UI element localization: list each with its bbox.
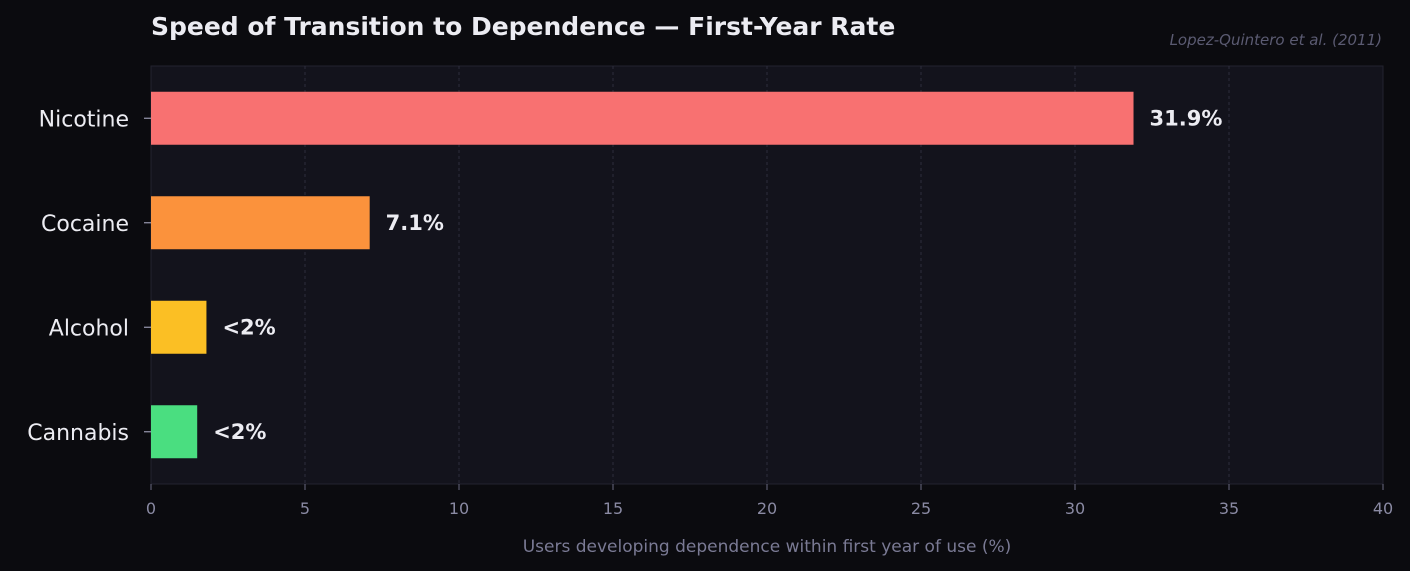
x-axis-title: Users developing dependence within first… (523, 537, 1012, 557)
category-label-nicotine: Nicotine (39, 107, 129, 132)
x-tick-label: 25 (911, 499, 931, 518)
source-citation: Lopez-Quintero et al. (2011) (1169, 31, 1382, 49)
bars: 31.9% 7.1% <2% <2% (151, 91, 1223, 459)
bar-nicotine (151, 91, 1134, 145)
value-label-cannabis: <2% (213, 420, 266, 444)
value-label-alcohol: <2% (222, 315, 275, 339)
category-label-cannabis: Cannabis (27, 421, 129, 446)
y-axis: Nicotine Cocaine Alcohol Cannabis (27, 107, 151, 446)
bar-cannabis (151, 405, 198, 459)
value-label-cocaine: 7.1% (386, 211, 444, 235)
x-tick-label: 0 (146, 499, 156, 518)
x-tick-label: 35 (1219, 499, 1239, 518)
bar-cocaine (151, 196, 370, 250)
bar-alcohol (151, 300, 207, 354)
category-label-alcohol: Alcohol (49, 316, 129, 341)
x-tick-label: 20 (757, 499, 777, 518)
value-label-nicotine: 31.9% (1150, 106, 1223, 130)
x-tick-label: 5 (300, 499, 310, 518)
chart-title: Speed of Transition to Dependence — Firs… (151, 12, 896, 41)
gridlines (304, 66, 1230, 484)
x-tick-label: 10 (449, 499, 469, 518)
x-tick-label: 15 (603, 499, 623, 518)
category-label-cocaine: Cocaine (41, 212, 129, 237)
x-tick-label: 40 (1373, 499, 1393, 518)
x-axis: 0 5 10 15 20 25 30 35 40 (146, 484, 1393, 518)
x-tick-label: 30 (1065, 499, 1085, 518)
